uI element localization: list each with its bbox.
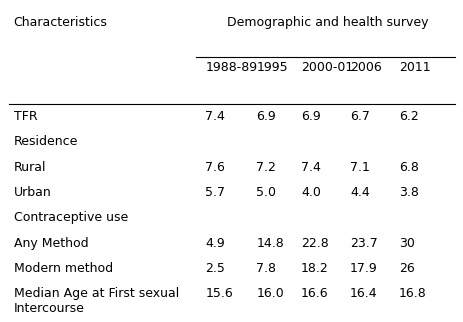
Text: 5.0: 5.0 — [256, 186, 276, 199]
Text: 7.4: 7.4 — [205, 110, 225, 123]
Text: 2011: 2011 — [398, 61, 430, 73]
Text: Rural: Rural — [14, 161, 46, 174]
Text: 4.0: 4.0 — [300, 186, 320, 199]
Text: 5.7: 5.7 — [205, 186, 225, 199]
Text: 6.9: 6.9 — [256, 110, 275, 123]
Text: Residence: Residence — [14, 135, 78, 148]
Text: 7.2: 7.2 — [256, 161, 276, 174]
Text: 7.8: 7.8 — [256, 262, 276, 275]
Text: 16.6: 16.6 — [300, 288, 328, 300]
Text: 2.5: 2.5 — [205, 262, 225, 275]
Text: TFR: TFR — [14, 110, 38, 123]
Text: 14.8: 14.8 — [256, 237, 284, 250]
Text: 4.9: 4.9 — [205, 237, 225, 250]
Text: 17.9: 17.9 — [349, 262, 377, 275]
Text: Urban: Urban — [14, 186, 51, 199]
Text: 1995: 1995 — [256, 61, 288, 73]
Text: 15.6: 15.6 — [205, 288, 232, 300]
Text: 6.7: 6.7 — [349, 110, 369, 123]
Text: 16.4: 16.4 — [349, 288, 377, 300]
Text: 26: 26 — [398, 262, 414, 275]
Text: Demographic and health survey: Demographic and health survey — [226, 16, 428, 29]
Text: 18.2: 18.2 — [300, 262, 328, 275]
Text: 7.1: 7.1 — [349, 161, 369, 174]
Text: Modern method: Modern method — [14, 262, 113, 275]
Text: 23.7: 23.7 — [349, 237, 377, 250]
Text: 3.8: 3.8 — [398, 186, 418, 199]
Text: 1988-89: 1988-89 — [205, 61, 257, 73]
Text: 16.8: 16.8 — [398, 288, 426, 300]
Text: Median Age at First sexual
Intercourse: Median Age at First sexual Intercourse — [14, 288, 179, 316]
Text: 7.6: 7.6 — [205, 161, 225, 174]
Text: 6.2: 6.2 — [398, 110, 418, 123]
Text: 30: 30 — [398, 237, 414, 250]
Text: 7.4: 7.4 — [300, 161, 320, 174]
Text: 4.4: 4.4 — [349, 186, 369, 199]
Text: 6.8: 6.8 — [398, 161, 418, 174]
Text: Contraceptive use: Contraceptive use — [14, 211, 128, 224]
Text: 6.9: 6.9 — [300, 110, 320, 123]
Text: 2000-01: 2000-01 — [300, 61, 352, 73]
Text: 22.8: 22.8 — [300, 237, 328, 250]
Text: Any Method: Any Method — [14, 237, 88, 250]
Text: 16.0: 16.0 — [256, 288, 284, 300]
Text: 2006: 2006 — [349, 61, 381, 73]
Text: Characteristics: Characteristics — [14, 16, 107, 29]
